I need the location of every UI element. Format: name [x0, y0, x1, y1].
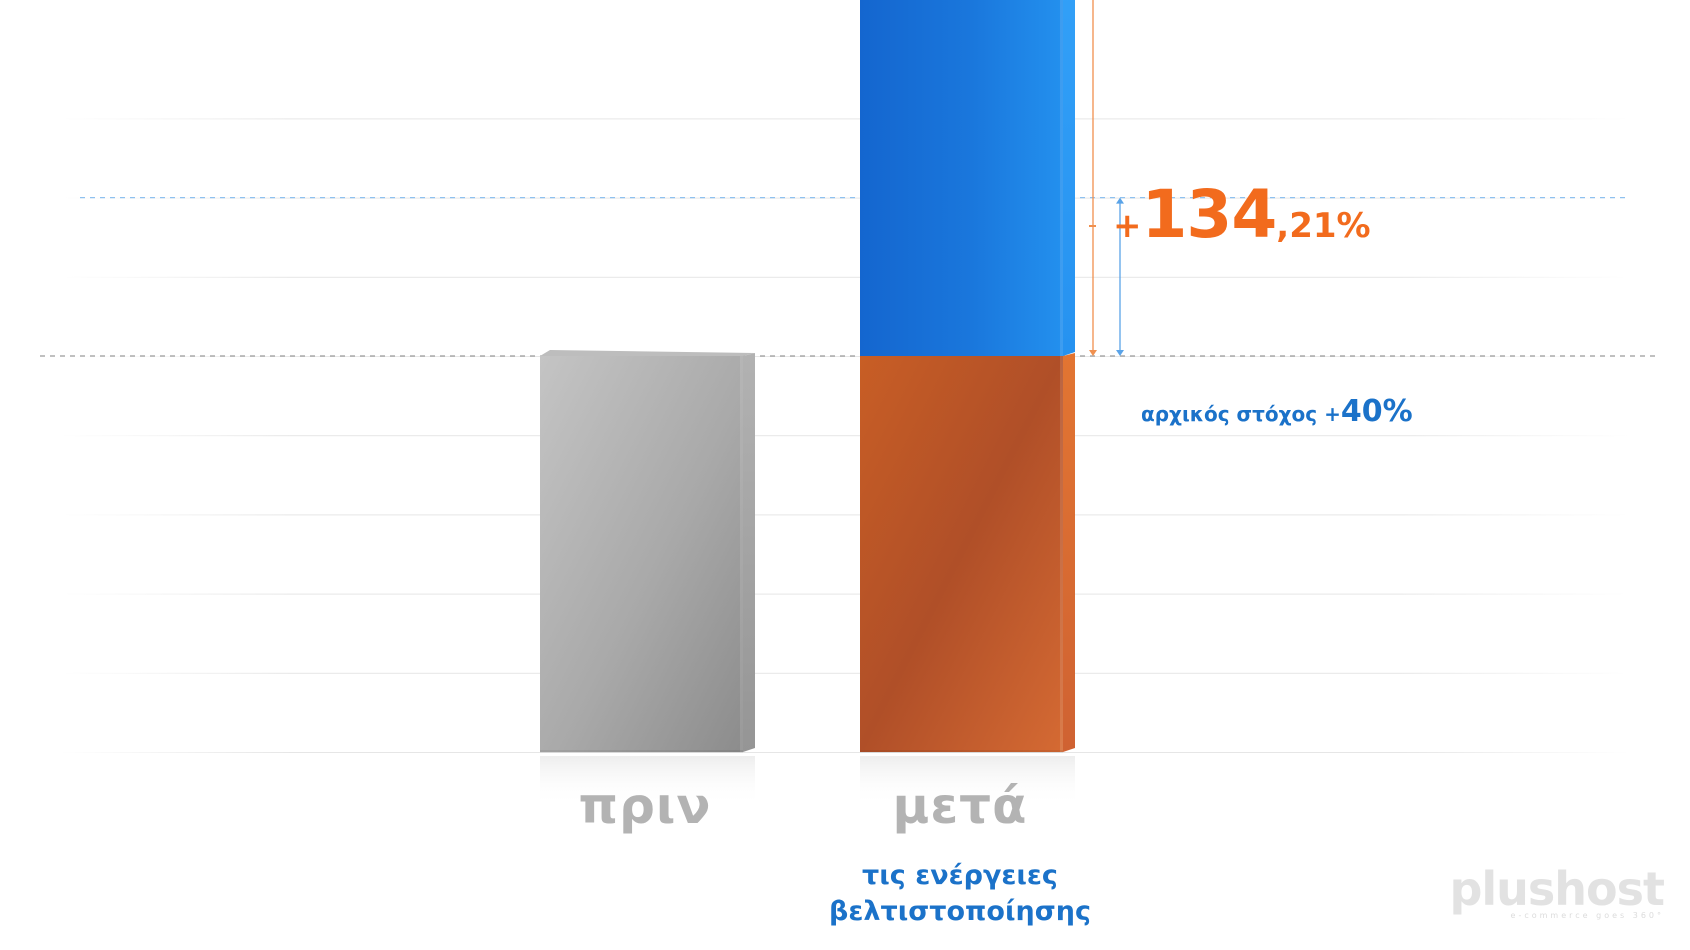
- increase-integer: 134: [1141, 176, 1278, 253]
- category-label-after: μετά: [892, 777, 1028, 835]
- increase-annotation: +134,21%: [1113, 176, 1371, 253]
- bar-after-segment-1-side: [1063, 0, 1075, 356]
- plushost-logo: plushost e-commerce goes 360°: [1449, 862, 1665, 920]
- bar-before-segment-0: [540, 356, 743, 752]
- grid-line: [60, 752, 1630, 753]
- target-text: αρχικός στόχος: [1141, 402, 1325, 426]
- bar-before-top: [540, 350, 755, 356]
- increase-range-head-bottom: [1089, 350, 1097, 356]
- target-value: 40%: [1340, 394, 1413, 429]
- target-range-head-top: [1116, 197, 1124, 204]
- grid-lines: [60, 118, 1630, 753]
- bar-reflection: [540, 756, 755, 806]
- bars: [540, 0, 1075, 806]
- grid-line: [60, 593, 1630, 595]
- increase-sign: +: [1113, 206, 1142, 246]
- category-subtitle-after: τις ενέργειες βελτιστοποίησης: [829, 860, 1091, 927]
- bar-base: [540, 750, 743, 753]
- grid-line: [60, 672, 1630, 674]
- bar-after-segment-1-edge: [1060, 0, 1063, 357]
- bar-reflection: [860, 756, 1075, 806]
- range-arrows: [1089, 0, 1124, 356]
- bar-before-segment-0-side: [743, 353, 755, 752]
- target-annotation: αρχικός στόχος +40%: [1141, 394, 1413, 429]
- category-label-before: πριν: [578, 777, 712, 835]
- bar-before-segment-0-edge: [740, 356, 743, 752]
- guide-lines: [40, 197, 1660, 357]
- grid-line: [60, 514, 1630, 516]
- logo-wordmark: plushost: [1449, 862, 1665, 916]
- bar-base: [860, 750, 1063, 753]
- bar-after-segment-1: [860, 0, 1063, 357]
- grid-line: [60, 276, 1630, 278]
- grid-line: [60, 118, 1630, 120]
- target-sign: +: [1324, 402, 1341, 426]
- logo-tagline: e-commerce goes 360°: [1510, 911, 1664, 920]
- bar-after-segment-0: [860, 356, 1063, 752]
- bar-after-segment-0-edge: [1060, 356, 1063, 752]
- target-range-head-bottom: [1116, 350, 1124, 356]
- increase-decimal: ,21%: [1276, 206, 1371, 246]
- bar-after-segment-0-side: [1063, 353, 1075, 752]
- grid-line: [60, 435, 1630, 437]
